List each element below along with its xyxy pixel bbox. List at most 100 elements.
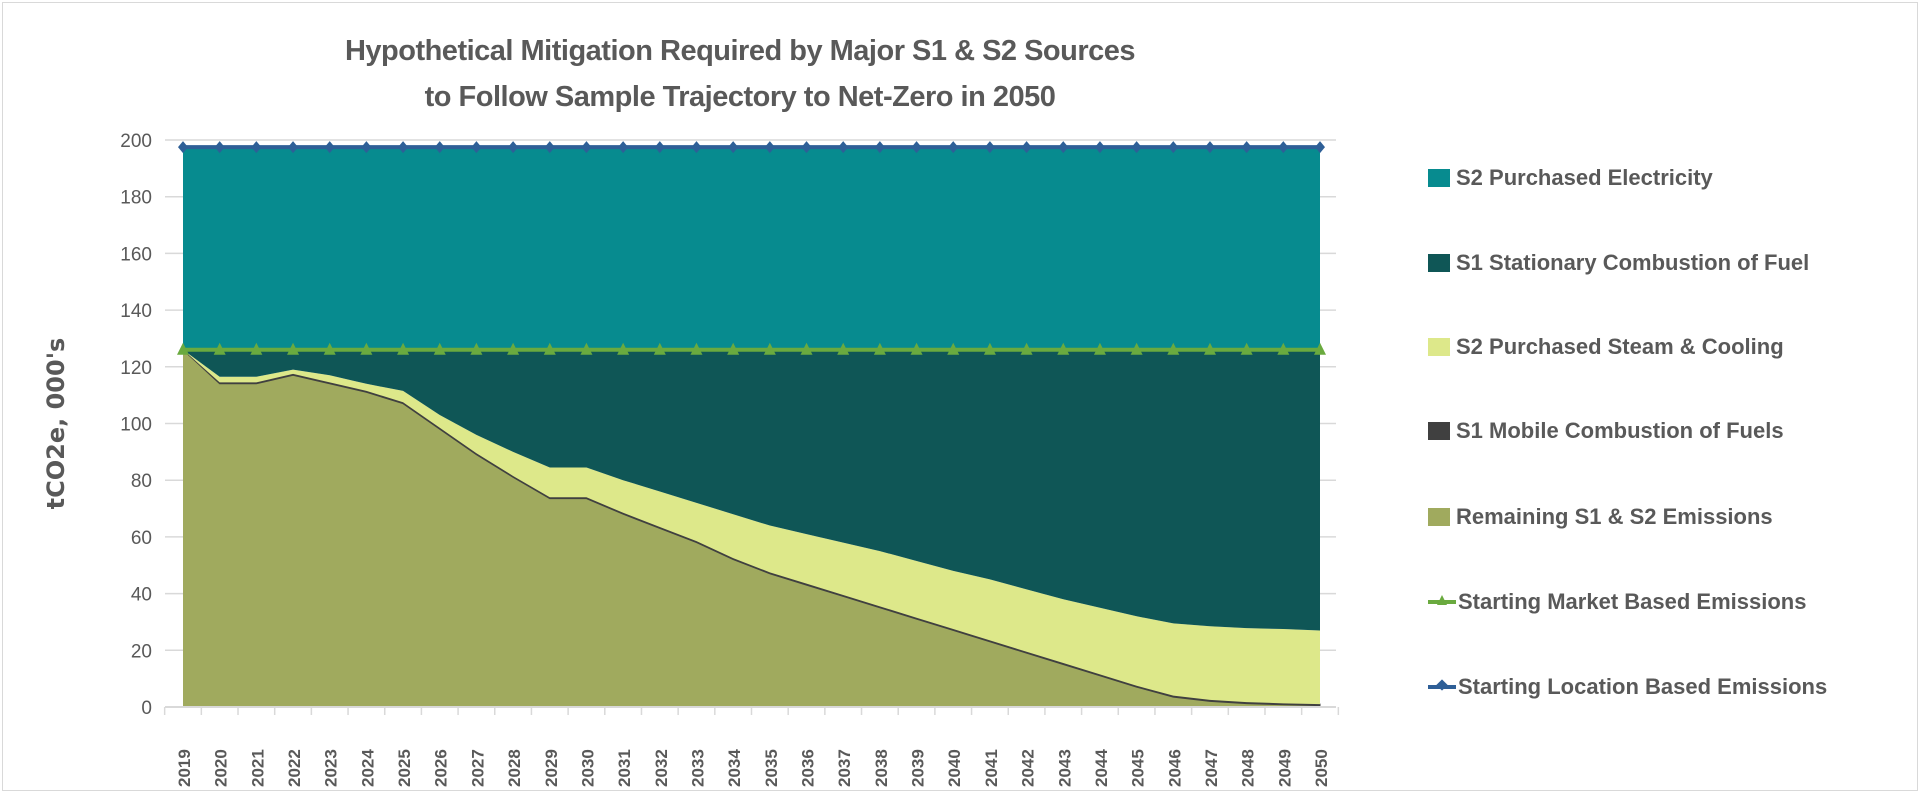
diamond-marker: [508, 141, 519, 154]
chart-title: Hypothetical Mitigation Required by Majo…: [240, 28, 1240, 120]
chart-title-line1: Hypothetical Mitigation Required by Majo…: [344, 35, 1136, 67]
legend-swatch: [1428, 422, 1450, 440]
triangle-marker: [983, 342, 996, 355]
triangle-marker: [910, 342, 923, 355]
x-tick-label: 2042: [1019, 749, 1038, 787]
x-tick-label: 2031: [615, 749, 634, 787]
triangle-marker: [543, 342, 556, 355]
y-axis-title: tCO2e, 000's: [42, 338, 70, 510]
diamond-marker: [618, 141, 629, 154]
triangle-marker: [360, 342, 373, 355]
x-tick-label: 2027: [468, 749, 487, 787]
y-tick-label: 180: [120, 188, 152, 209]
x-tick-label: 2030: [578, 749, 597, 787]
legend-item: Starting Market Based Emissions: [1428, 587, 1806, 617]
triangle-marker: [470, 342, 483, 355]
y-tick-label: 100: [120, 415, 152, 436]
triangle-marker: [1314, 342, 1326, 355]
x-tick-label: 2040: [945, 749, 964, 787]
y-tick-label: 160: [120, 244, 152, 265]
legend-item: S1 Stationary Combustion of Fuel: [1428, 248, 1809, 278]
diamond-marker: [1131, 141, 1142, 154]
triangle-marker: [433, 342, 446, 355]
diamond-marker: [1168, 141, 1179, 154]
diamond-marker: [1278, 141, 1289, 154]
area-s2-purchased-electricity: [183, 147, 1320, 350]
x-tick-label: 2045: [1129, 749, 1148, 787]
x-tick-label: 2025: [395, 749, 414, 787]
triangle-marker: [727, 342, 740, 355]
legend-swatch: [1428, 169, 1450, 187]
x-tick-label: 2033: [688, 749, 707, 787]
triangle-marker: [250, 342, 263, 355]
triangle-marker: [1203, 342, 1216, 355]
x-tick-label: 2048: [1239, 749, 1258, 787]
diamond-marker: [288, 141, 299, 154]
triangle-marker: [1240, 342, 1253, 355]
triangle-marker: [1277, 342, 1290, 355]
triangle-marker: [1130, 342, 1143, 355]
triangle-marker: [763, 342, 776, 355]
triangle-marker: [1167, 342, 1180, 355]
x-tick-label: 2038: [872, 749, 891, 787]
diamond-marker: [1094, 141, 1105, 154]
y-tick-label: 80: [131, 471, 152, 492]
diamond-marker: [801, 141, 812, 154]
x-tick-label: 2019: [175, 749, 194, 787]
y-tick-label: 20: [131, 641, 152, 662]
diamond-marker: [984, 141, 995, 154]
triangle-marker: [1093, 342, 1106, 355]
legend-swatch: [1428, 508, 1450, 526]
triangle-marker: [1057, 342, 1070, 355]
y-tick-label: 200: [120, 131, 152, 152]
x-tick-label: 2022: [285, 749, 304, 787]
area-s2-purchased-steam-cooling: [183, 349, 1320, 705]
y-tick-label: 40: [131, 585, 152, 606]
diamond-marker: [1058, 141, 1069, 154]
diamond-marker: [1021, 141, 1032, 154]
legend-line-marker: [1428, 679, 1456, 691]
triangle-marker: [947, 342, 960, 355]
triangle-marker: [397, 342, 410, 355]
triangle-marker: [507, 342, 520, 355]
x-tick-label: 2024: [358, 749, 377, 787]
diamond-marker: [251, 141, 262, 154]
diamond-marker: [838, 141, 849, 154]
diamond-marker: [471, 141, 482, 154]
x-tick-label: 2039: [909, 749, 928, 787]
diamond-marker: [398, 141, 409, 154]
diamond-marker: [1204, 141, 1215, 154]
y-tick-label: 120: [120, 358, 152, 379]
legend-item: S1 Mobile Combustion of Fuels: [1428, 416, 1784, 446]
triangle-marker: [873, 342, 886, 355]
diamond-marker: [324, 141, 335, 154]
diamond-marker: [544, 141, 555, 154]
legend-label: Starting Market Based Emissions: [1458, 589, 1807, 614]
diamond-marker: [948, 141, 959, 154]
diamond-marker: [361, 141, 372, 154]
legend-label: S2 Purchased Electricity: [1456, 165, 1713, 190]
x-tick-label: 2023: [322, 749, 341, 787]
diamond-marker: [764, 141, 775, 154]
diamond-marker: [691, 141, 702, 154]
x-tick-label: 2047: [1202, 749, 1221, 787]
triangle-marker: [580, 342, 593, 355]
y-tick-label: 140: [120, 301, 152, 322]
diamond-marker: [1241, 141, 1252, 154]
legend-label: S1 Mobile Combustion of Fuels: [1456, 418, 1784, 443]
x-tick-label: 2020: [212, 749, 231, 787]
diamond-marker: [214, 141, 225, 154]
diamond-marker: [654, 141, 665, 154]
legend-line-marker: [1428, 595, 1456, 605]
triangle-marker: [837, 342, 850, 355]
x-tick-label: 2049: [1275, 749, 1294, 787]
y-tick-label: 0: [141, 698, 152, 719]
x-tick-label: 2034: [725, 749, 744, 787]
triangle-marker: [690, 342, 703, 355]
x-tick-label: 2021: [248, 749, 267, 787]
x-tick-label: 2043: [1055, 749, 1074, 787]
y-tick-label: 60: [131, 528, 152, 549]
x-tick-label: 2026: [432, 749, 451, 787]
diamond-marker: [911, 141, 922, 154]
